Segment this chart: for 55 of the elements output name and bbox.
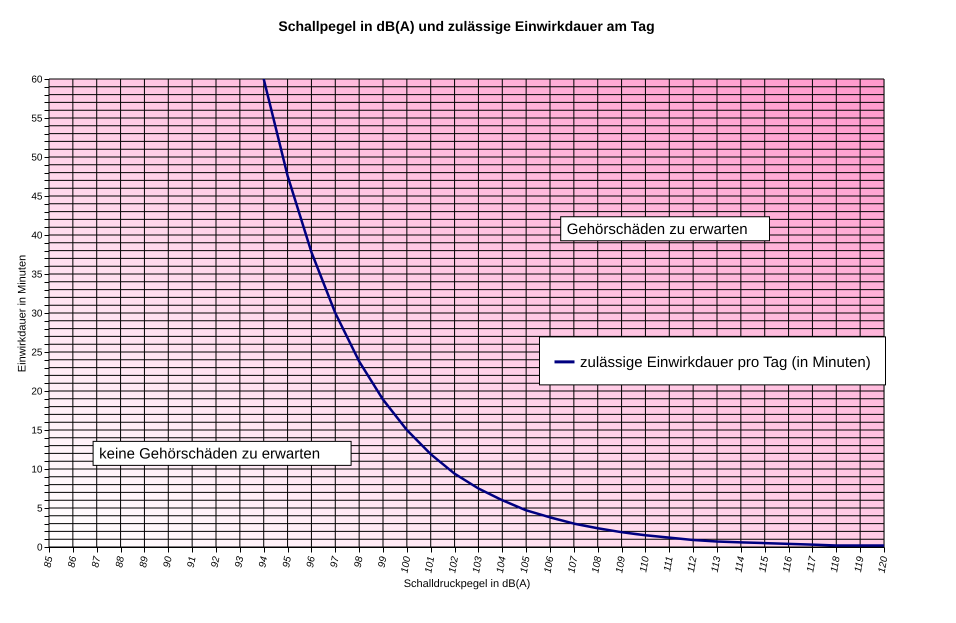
x-tick-label: 120 <box>876 555 890 574</box>
x-tick-label: 98 <box>352 555 366 568</box>
x-tick-label: 112 <box>686 555 700 574</box>
x-tick-label: 93 <box>234 555 246 568</box>
x-tick-label: 110 <box>638 555 652 574</box>
y-tick-label: 35 <box>31 270 43 280</box>
legend-label: zulässige Einwirkdauer pro Tag (in Minuten) <box>580 354 871 371</box>
y-tick-label: 15 <box>31 426 43 436</box>
x-tick-label: 107 <box>566 555 580 574</box>
x-tick-label: 89 <box>138 555 151 568</box>
x-tick-label: 97 <box>328 555 342 568</box>
x-axis-title: Schalldruckpegel in dB(A) <box>404 578 530 590</box>
x-tick-label: 101 <box>423 556 438 574</box>
y-tick-label: 60 <box>31 74 43 86</box>
y-tick-label: 0 <box>36 542 43 554</box>
y-tick-label: 20 <box>31 386 43 398</box>
x-tick-label: 114 <box>734 555 748 574</box>
x-tick-label: 104 <box>494 555 509 574</box>
x-tick-label: 90 <box>162 555 175 568</box>
y-tick-label: 25 <box>31 348 43 358</box>
x-tick-label: 108 <box>590 555 604 574</box>
y-tick-label: 55 <box>31 114 43 124</box>
y-tick-label: 30 <box>31 308 43 320</box>
x-tick-label: 115 <box>758 555 772 574</box>
x-tick-label: 91 <box>186 556 199 568</box>
x-tick-label: 85 <box>42 555 56 568</box>
x-tick-label: 103 <box>471 555 485 574</box>
x-tick-label: 95 <box>281 555 294 568</box>
x-tick-label: 94 <box>257 555 270 568</box>
x-tick-label: 87 <box>90 555 104 568</box>
annotation: keine Gehörschäden zu erwarten <box>99 445 320 462</box>
y-tick-label: 50 <box>31 152 43 164</box>
annotation: Gehörschäden zu erwarten <box>566 220 748 238</box>
y-tick-label: 5 <box>36 504 43 514</box>
y-tick-label: 40 <box>31 230 43 242</box>
x-tick-label: 92 <box>210 555 222 568</box>
x-tick-label: 88 <box>114 555 128 568</box>
x-tick-label: 116 <box>781 555 796 574</box>
chart-title: Schallpegel in dB(A) und zulässige Einwirkdauer am Tag <box>278 18 655 34</box>
x-tick-label: 109 <box>614 555 628 574</box>
x-tick-label: 113 <box>710 555 724 574</box>
y-tick-label: 45 <box>31 192 43 202</box>
y-tick-label: 10 <box>31 464 43 476</box>
x-tick-label: 118 <box>829 555 843 574</box>
x-tick-label: 100 <box>400 555 414 574</box>
x-tick-label: 106 <box>542 555 556 574</box>
x-tick-label: 117 <box>805 555 819 574</box>
x-tick-label: 86 <box>66 555 80 568</box>
x-tick-label: 105 <box>518 555 533 574</box>
x-tick-label: 111 <box>662 556 676 573</box>
y-axis-title: Einwirkdauer in Minuten <box>16 254 28 372</box>
x-tick-label: 102 <box>447 555 462 574</box>
x-tick-label: 119 <box>852 555 867 574</box>
x-tick-label: 99 <box>376 555 390 568</box>
x-tick-label: 96 <box>305 555 318 568</box>
